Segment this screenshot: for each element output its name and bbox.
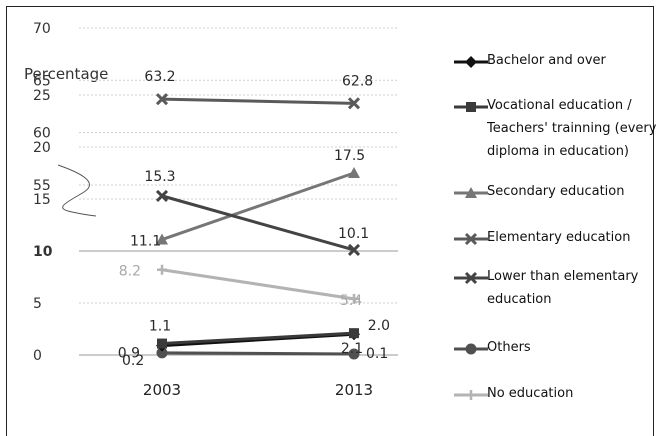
- legend-item: No education: [452, 385, 652, 405]
- data-point: [157, 264, 167, 275]
- data-label: 15.3: [144, 169, 175, 185]
- data-label: 62.8: [342, 73, 373, 89]
- data-label: 2.0: [368, 318, 390, 334]
- legend-label: Vocational education / Teachers' trainni…: [487, 98, 657, 159]
- y-tick-label: 55: [33, 178, 51, 194]
- data-point: [465, 56, 477, 68]
- legend-item: Others: [452, 339, 652, 359]
- x-tick-label: 2013: [335, 381, 373, 399]
- legend-label: Elementary education: [487, 230, 631, 245]
- legend-swatch: [454, 56, 488, 68]
- data-point: [466, 390, 476, 400]
- data-point: [155, 93, 169, 106]
- data-point: [156, 233, 168, 245]
- series: [155, 189, 361, 257]
- data-label: 2.1: [341, 341, 363, 357]
- y-tick-label: 60: [33, 126, 51, 142]
- y-tick-label: 15: [33, 192, 51, 208]
- legend-item: Secondary education: [452, 183, 652, 203]
- data-label: 10.1: [338, 226, 369, 242]
- series-line: [161, 351, 355, 356]
- data-point: [466, 102, 476, 112]
- series-line: [161, 331, 355, 346]
- legend-item: Vocational education / Teachers' trainni…: [452, 97, 661, 163]
- data-labels: 0.9 2.0 1.1 2.1 11.1 17.5 63.2 62.8 15.3 10.1 0.2 0…: [118, 69, 390, 369]
- data-point: [156, 347, 168, 359]
- gridlines: [79, 27, 398, 356]
- data-label: 0.1: [366, 346, 388, 362]
- series: [157, 328, 359, 349]
- y-tick-labels: 0 5 10 15 20 25 55 60 65 70: [33, 21, 53, 364]
- series: [156, 328, 360, 352]
- legend-item: Bachelor and over: [452, 52, 652, 72]
- data-label: 0.9: [118, 346, 140, 362]
- data-point: [349, 328, 359, 339]
- legend-swatch: [454, 343, 488, 355]
- data-point: [155, 189, 169, 202]
- legend-label: No education: [487, 386, 574, 401]
- y-tick-label: 5: [33, 296, 42, 312]
- data-label: 63.2: [144, 69, 175, 85]
- data-point: [157, 338, 167, 349]
- series-line: [161, 194, 355, 252]
- legend-label: Others: [487, 340, 531, 355]
- series-line: [161, 268, 355, 301]
- data-point: [348, 167, 360, 178]
- data-label: 11.1: [130, 234, 161, 250]
- data-label: 0.2: [122, 353, 144, 369]
- legend-label: Bachelor and over: [487, 53, 606, 68]
- y-tick-label: 65: [33, 73, 51, 89]
- series-line: [161, 97, 355, 105]
- y-tick-label: 25: [33, 88, 51, 104]
- legend-label: Secondary education: [487, 184, 625, 199]
- legend-swatch: [454, 187, 488, 198]
- data-point: [347, 97, 361, 110]
- data-label: 17.5: [334, 148, 365, 164]
- series-line: [161, 171, 355, 241]
- legend-item: Elementary education: [452, 229, 652, 249]
- y-axis-label: Percentage: [24, 65, 108, 83]
- axis-break-mark: [57, 164, 97, 217]
- series-lines: [155, 93, 361, 360]
- x-tick-labels: 2003 2013: [143, 381, 373, 399]
- chart-frame: [6, 6, 654, 436]
- legend-swatch: [454, 390, 488, 400]
- x-tick-label: 2003: [143, 381, 181, 399]
- data-point: [349, 293, 359, 304]
- data-point: [347, 243, 361, 257]
- series: [157, 264, 359, 304]
- y-tick-label: 70: [33, 21, 51, 37]
- legend-label: Lower than elementary education: [487, 269, 639, 307]
- series: [156, 167, 360, 245]
- y-tick-label: 20: [33, 140, 51, 156]
- series: [156, 347, 360, 360]
- legend-swatch: [454, 232, 488, 246]
- legend-swatch: [454, 102, 488, 112]
- y-tick-label: 10: [33, 244, 53, 260]
- axis-break: [57, 164, 97, 217]
- data-point: [348, 348, 360, 360]
- legend-item: Lower than elementary education: [452, 268, 652, 311]
- data-point: [465, 343, 477, 355]
- data-label: 8.2: [119, 264, 141, 280]
- data-label: 5.4: [340, 293, 362, 309]
- data-point: [464, 232, 478, 246]
- data-label: 1.1: [149, 319, 171, 335]
- data-point: [465, 187, 477, 198]
- y-tick-label: 0: [33, 348, 42, 364]
- legend-swatch: [454, 271, 488, 285]
- data-point: [464, 271, 478, 285]
- series: [155, 93, 361, 110]
